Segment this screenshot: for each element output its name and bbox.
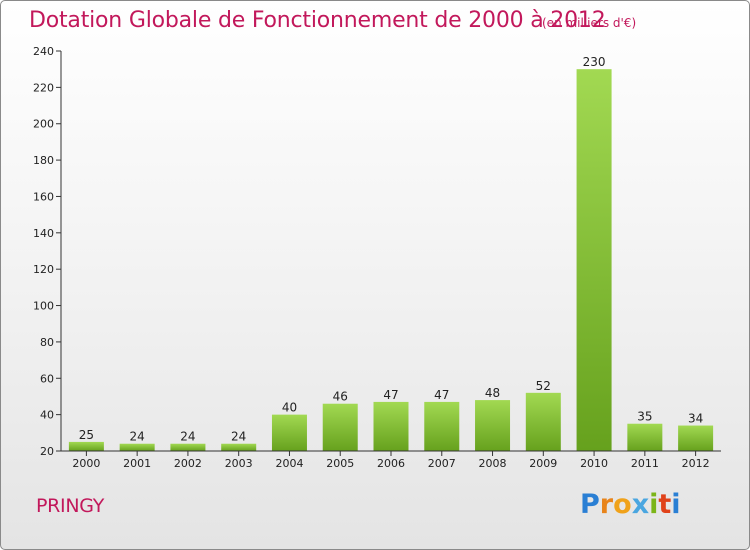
bar-2012	[678, 425, 714, 451]
x-tick-label: 2012	[682, 457, 710, 470]
chart-title: Dotation Globale de Fonctionnement de 20…	[29, 8, 606, 33]
bar-value-label: 34	[688, 412, 703, 426]
x-tick-label: 2006	[377, 457, 405, 470]
y-tick-label: 220	[33, 81, 54, 94]
bar-2010	[576, 69, 612, 451]
bar-2007	[424, 401, 460, 451]
x-tick-label: 2005	[326, 457, 354, 470]
bar-2000	[68, 441, 104, 451]
bar-value-label: 230	[583, 55, 606, 69]
chart-unit: (en milliers d'€)	[542, 16, 637, 30]
bar-value-label: 24	[180, 430, 195, 444]
bar-2005	[322, 403, 358, 451]
x-tick-label: 2001	[123, 457, 151, 470]
x-tick-label: 2002	[174, 457, 202, 470]
logo-letter: r	[599, 489, 614, 520]
x-tick-label: 2008	[479, 457, 507, 470]
bar-2006	[373, 401, 409, 451]
bar-value-label: 40	[282, 401, 297, 415]
bar-value-label: 24	[130, 430, 145, 444]
x-tick-label: 2007	[428, 457, 456, 470]
y-tick-label: 120	[33, 263, 54, 276]
y-tick-label: 80	[40, 336, 54, 349]
y-tick-label: 20	[40, 445, 54, 458]
y-tick-label: 140	[33, 227, 54, 240]
logo-letter: P	[580, 489, 600, 520]
bar-2002	[170, 443, 206, 451]
bars: 25 24 24 24 40 46 47 47 48 52 230 35 34	[68, 55, 714, 451]
bar-2001	[119, 443, 155, 451]
bar-value-label: 47	[383, 388, 398, 402]
logo-letter: i	[671, 489, 681, 520]
bar-2011	[627, 423, 663, 451]
y-tick-label: 200	[33, 118, 54, 131]
logo-letter: i	[649, 489, 659, 520]
bar-2008	[475, 400, 511, 451]
bar-2003	[221, 443, 257, 451]
logo-letter: t	[658, 489, 672, 520]
y-axis: 20 40 60 80 100 120 140 160 180 200 220 240	[33, 45, 62, 458]
bar-2004	[271, 414, 307, 451]
commune-name: PRINGY	[36, 495, 105, 517]
y-tick-label: 60	[40, 372, 54, 385]
bar-value-label: 25	[79, 428, 94, 442]
bar-2009	[525, 392, 561, 451]
bar-value-label: 47	[434, 388, 449, 402]
x-tick-label: 2011	[631, 457, 659, 470]
y-tick-label: 180	[33, 154, 54, 167]
y-tick-label: 40	[40, 409, 54, 422]
logo-letter: o	[613, 489, 632, 520]
logo-letter: x	[631, 489, 650, 520]
proxiti-logo: Proxiti	[580, 489, 681, 520]
x-tick-label: 2003	[225, 457, 253, 470]
y-tick-label: 100	[33, 300, 54, 313]
y-tick-label: 240	[33, 45, 54, 58]
y-tick-label: 160	[33, 190, 54, 203]
x-tick-label: 2009	[529, 457, 557, 470]
bar-value-label: 35	[637, 410, 652, 424]
bar-value-label: 46	[333, 390, 348, 404]
x-tick-label: 2010	[580, 457, 608, 470]
bar-value-label: 48	[485, 386, 500, 400]
bar-value-label: 24	[231, 430, 246, 444]
x-axis: 2000 2001 2002 2003 2004 2005 2006 2007 2008 2009…	[61, 450, 721, 470]
bar-value-label: 52	[536, 379, 551, 393]
x-tick-label: 2000	[72, 457, 100, 470]
x-tick-label: 2004	[275, 457, 303, 470]
